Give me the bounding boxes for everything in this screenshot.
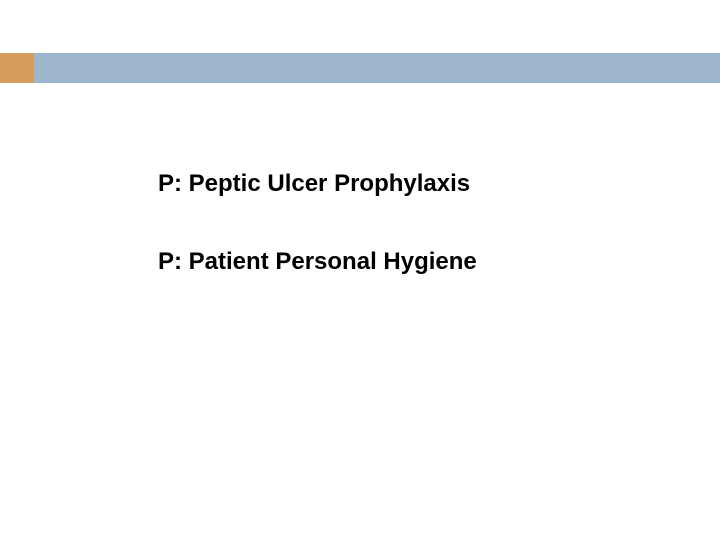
content-line-1: P: Peptic Ulcer Prophylaxis [158,170,477,198]
slide: P: Peptic Ulcer Prophylaxis P: Patient P… [0,0,720,540]
title-bar-band [34,53,720,83]
title-bar-accent [0,53,34,83]
content-line-2: P: Patient Personal Hygiene [158,248,477,276]
title-bar [0,53,720,83]
content-block: P: Peptic Ulcer Prophylaxis P: Patient P… [158,170,477,276]
